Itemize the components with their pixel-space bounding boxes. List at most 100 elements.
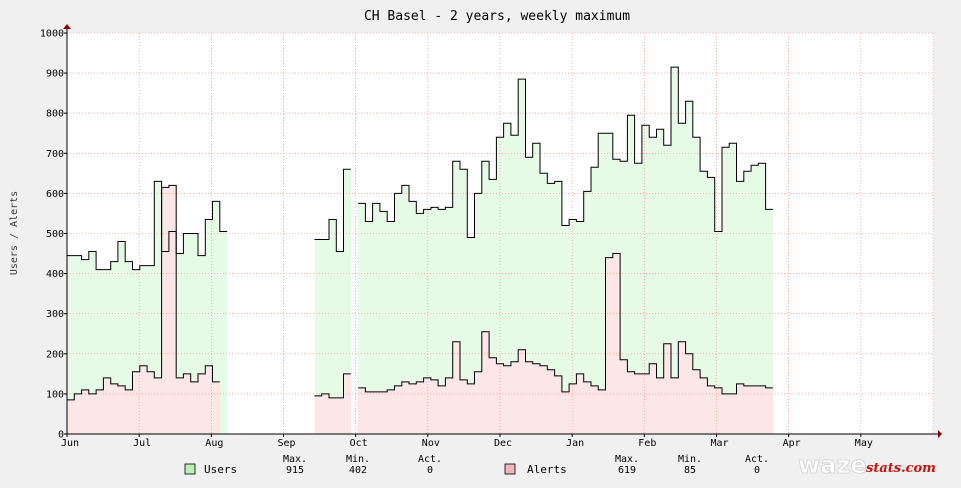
area-step-alerts (117, 385, 126, 434)
area-step-users (758, 163, 766, 434)
x-tick-label: Dec (494, 438, 512, 449)
legend-value-act: 0 (427, 465, 433, 476)
area-step-alerts (205, 365, 213, 434)
area-step-alerts (452, 341, 461, 434)
area-step-users (176, 253, 184, 434)
legend-header-act: Act. (418, 454, 442, 465)
series-line-users (67, 66, 773, 271)
area-step-users (401, 185, 410, 434)
area-step-users (430, 207, 439, 434)
area-step-users (620, 161, 628, 434)
area-step-alerts (358, 387, 366, 434)
area-step-users (547, 183, 555, 434)
area-step-alerts (518, 349, 526, 434)
area-step-alerts (190, 381, 199, 434)
area-step-alerts (714, 387, 723, 434)
area-step-alerts (721, 393, 730, 434)
x-tick-label: Aug (205, 438, 223, 449)
x-tick-label: Mar (710, 438, 728, 449)
area-step-users (125, 261, 133, 434)
area-step-users (707, 177, 715, 435)
legend-value-max: 915 (286, 465, 304, 476)
area-step-alerts (168, 185, 177, 434)
y-axis-label: Users / Alerts (9, 191, 20, 275)
area-step-alerts (96, 389, 104, 434)
area-step-alerts (212, 381, 221, 434)
area-step-alerts (598, 389, 606, 434)
area-step-users (518, 79, 526, 435)
area-step-users (765, 209, 774, 434)
area-step-users (532, 143, 541, 434)
area-step-users (467, 237, 475, 434)
area-step-alerts (183, 373, 192, 434)
area-step-alerts (707, 385, 715, 434)
area-step-alerts (401, 381, 410, 434)
legend-value-min: 85 (684, 465, 696, 476)
area-step-alerts (467, 383, 475, 434)
area-step-alerts (678, 341, 686, 434)
legend-name-alerts: Alerts (527, 463, 567, 476)
area-step-users (212, 201, 221, 434)
area-step-alerts (540, 365, 548, 434)
area-step-users (649, 137, 657, 434)
area-step-users (459, 169, 468, 434)
area-step-alerts (154, 377, 162, 434)
area-step-users (423, 209, 432, 434)
series-line-alerts (67, 184, 773, 401)
area-step-alerts (547, 369, 555, 434)
area-step-users (117, 241, 126, 434)
area-step-users (510, 135, 519, 434)
area-step-alerts (634, 373, 643, 434)
area-step-users (321, 239, 330, 434)
area-step-users (103, 269, 111, 434)
x-tick-label: Jun (61, 438, 79, 449)
area-step-alerts (692, 369, 701, 434)
area-step-users (554, 181, 563, 434)
area-step-alerts (481, 331, 490, 434)
area-step-users (197, 255, 206, 434)
area-step-alerts (532, 363, 541, 434)
area-step-alerts (605, 257, 614, 434)
area-step-alerts (387, 389, 395, 434)
area-step-users (387, 221, 395, 434)
area-step-alerts (379, 391, 388, 434)
area-step-alerts (743, 385, 752, 434)
area-step-alerts (510, 361, 519, 434)
x-axis-arrow (938, 430, 942, 438)
legend-value-max: 619 (618, 465, 636, 476)
area-step-alerts (147, 371, 155, 434)
legend-value-act: 0 (754, 465, 760, 476)
area-step-users (685, 101, 694, 435)
area-step-users (438, 209, 446, 434)
area-step-users (671, 67, 679, 435)
area-step-users (663, 145, 672, 434)
area-step-users (365, 221, 373, 434)
legend-swatch-users (184, 463, 196, 475)
area-step-alerts (736, 383, 745, 434)
area-step-alerts (343, 373, 352, 434)
area-step-alerts (620, 359, 628, 434)
area-step-users (714, 231, 723, 434)
area-step-alerts (459, 379, 468, 434)
area-step-users (190, 233, 199, 434)
x-tick-label: Nov (422, 438, 440, 449)
area-step-users (452, 161, 461, 434)
area-step-alerts (612, 253, 621, 434)
area-step-alerts (641, 373, 650, 434)
area-step-alerts (656, 377, 665, 434)
y-tick-label: 300 (46, 309, 64, 320)
area-step-alerts (197, 373, 206, 434)
legend-swatch-alerts (504, 463, 516, 475)
area-step-users (445, 207, 453, 434)
area-step-users (139, 265, 148, 434)
area-step-users (489, 179, 497, 434)
area-step-users (525, 157, 534, 434)
area-step-users (576, 221, 584, 434)
area-step-users (634, 163, 643, 434)
y-tick-label: 800 (46, 109, 64, 120)
area-step-users (569, 219, 577, 434)
area-step-users (67, 255, 75, 434)
y-tick-label: 1000 (40, 29, 64, 40)
area-step-users (700, 171, 708, 434)
